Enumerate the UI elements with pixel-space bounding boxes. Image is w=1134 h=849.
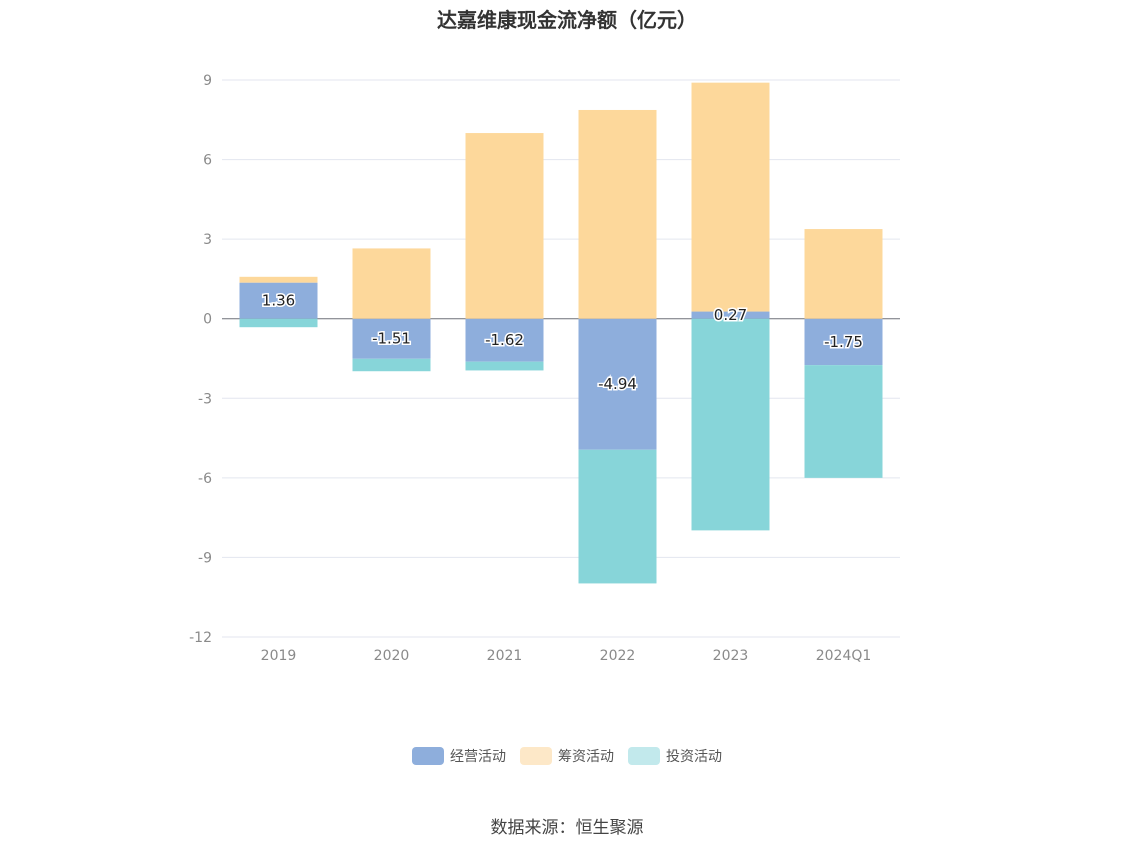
bar-series-0-2024Q1 [804,318,883,366]
legend: 经营活动 筹资活动 投资活动 [0,746,1134,766]
bar-series-0-2022 [578,318,657,450]
bar-series-1-2022 [578,109,657,319]
bar-series-0-2019 [239,282,318,319]
x-tick-label: 2019 [261,648,297,664]
bar-series-0-2021 [465,318,544,362]
y-tick-label: -12 [189,630,212,646]
legend-label-financing: 筹资活动 [558,749,614,765]
x-tick-label: 2020 [374,648,410,664]
x-tick-label: 2022 [600,648,636,664]
chart-title: 达嘉维康现金流净额（亿元） [437,8,697,32]
x-tick-label: 2021 [487,648,523,664]
data-label-operating: -1.62 [485,331,524,349]
bar-series-1-2024Q1 [804,229,883,319]
y-tick-label: 9 [203,73,212,89]
bar-series-1-2020 [352,248,431,319]
bar-series-0-2020 [352,318,431,359]
bar-series-2-2022 [578,449,657,584]
bar-series-2-2021 [465,361,544,371]
legend-label-operating: 经营活动 [450,749,506,765]
y-tick-label: -6 [198,471,212,487]
legend-swatch-financing [520,747,552,765]
y-tick-label: -3 [198,391,212,407]
bar-series-2-2020 [352,358,431,372]
data-label-operating: -1.51 [372,330,411,348]
legend-swatch-investing [628,747,660,765]
bar-series-2-2023 [691,318,770,531]
bar-series-2-2024Q1 [804,365,883,478]
y-tick-label: 0 [203,312,212,328]
data-label-operating: -4.94 [598,375,637,393]
legend-item-financing[interactable]: 筹资活动 [520,746,614,766]
bar-series-1-2019 [239,276,318,283]
y-tick-label: 6 [203,153,212,169]
legend-item-investing[interactable]: 投资活动 [628,746,722,766]
bar-series-0-2023 [691,311,770,319]
data-source: 数据来源：恒生聚源 [490,818,644,838]
y-tick-label: -9 [198,550,212,566]
data-label-operating: 1.36 [262,292,295,310]
bar-series-2-2019 [239,318,318,328]
x-tick-label: 2024Q1 [816,648,872,664]
legend-label-investing: 投资活动 [666,749,722,765]
y-tick-label: 3 [203,232,212,248]
x-tick-label: 2023 [713,648,749,664]
legend-item-operating[interactable]: 经营活动 [412,746,506,766]
legend-swatch-operating [412,747,444,765]
data-label-operating: 0.27 [714,306,747,324]
bar-series-1-2023 [691,82,770,312]
bar-series-1-2021 [465,133,544,319]
data-label-operating: -1.75 [824,333,863,351]
